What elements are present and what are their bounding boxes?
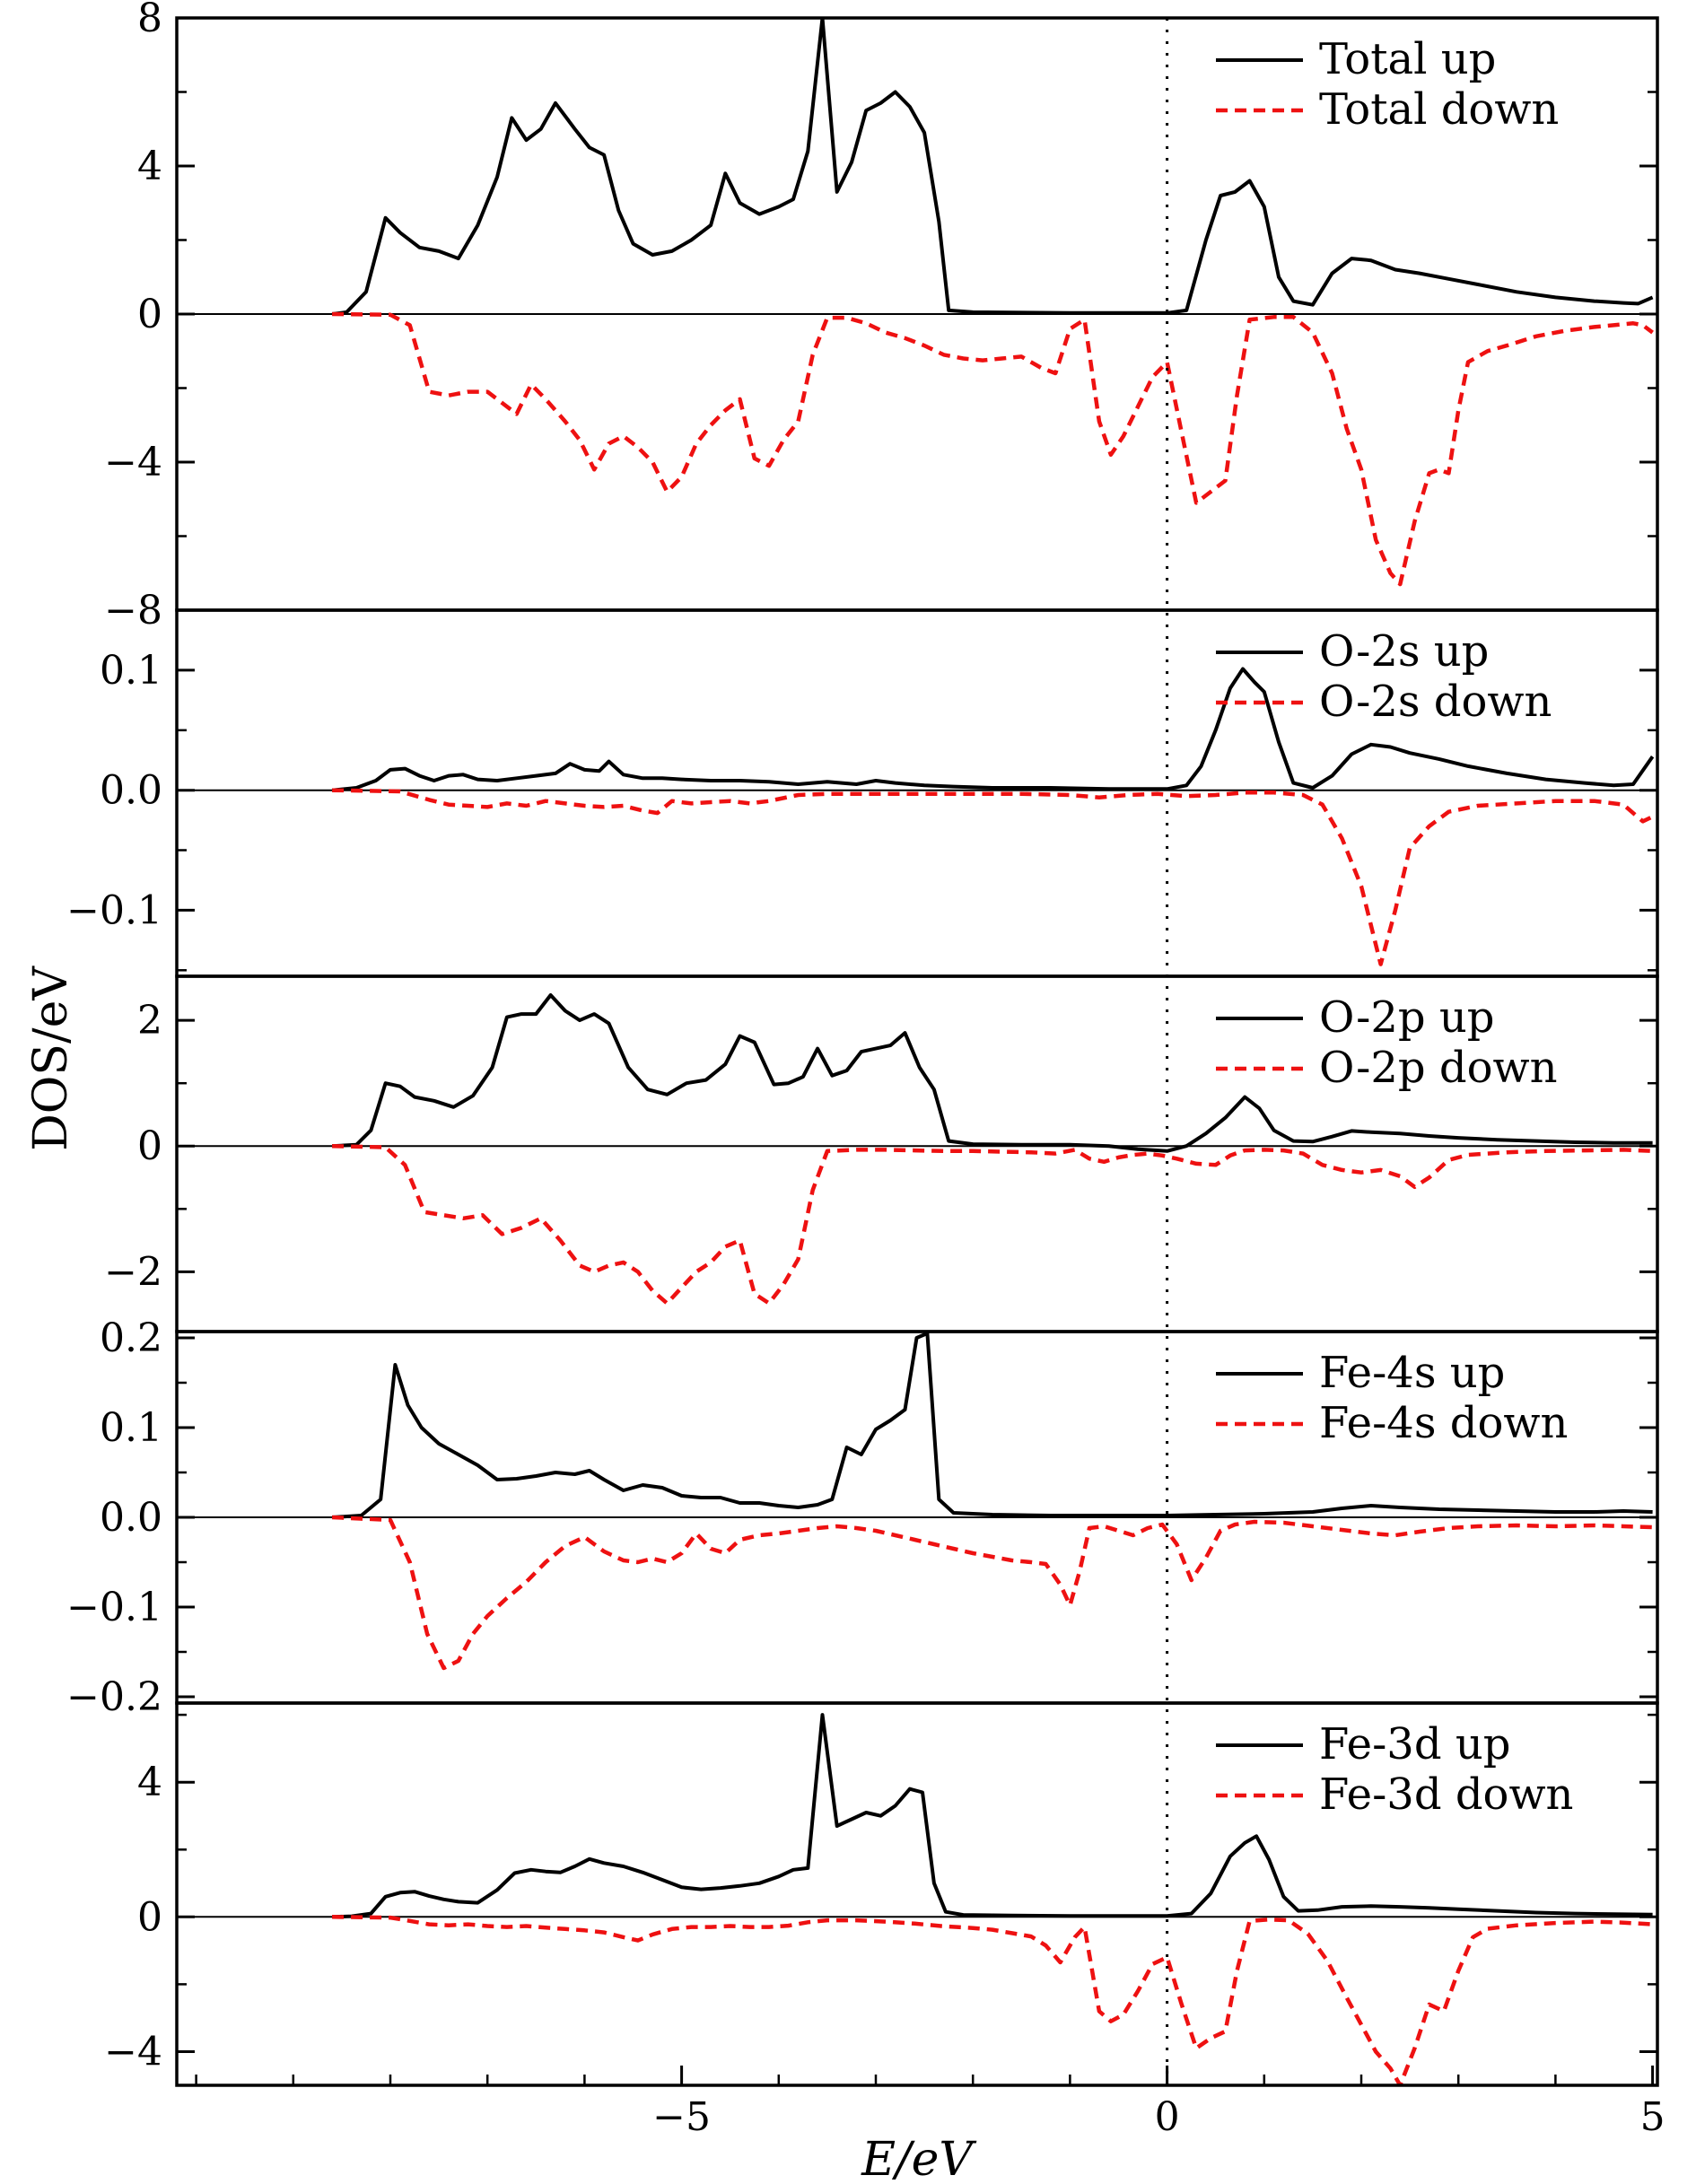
x-tick-label: −5 xyxy=(652,2094,711,2140)
y-tick-label: 0.2 xyxy=(100,1315,162,1361)
legend-label-fe4s-up: Fe-4s up xyxy=(1319,1348,1505,1398)
legend-label-fe3d-down: Fe-3d down xyxy=(1319,1769,1573,1820)
x-tick-label: 5 xyxy=(1640,2094,1665,2140)
legend-label-o2s-down: O-2s down xyxy=(1319,677,1552,727)
y-tick-label: −0.1 xyxy=(66,1585,162,1630)
curves-fe4s xyxy=(331,1332,1653,1671)
legend-label-fe4s-down: Fe-4s down xyxy=(1319,1398,1568,1448)
o-2s-down-curve xyxy=(332,788,1654,966)
x-axis-label: E/eV xyxy=(861,2133,976,2184)
y-tick-label: 0.1 xyxy=(100,648,162,694)
curves-total xyxy=(331,18,1654,587)
y-axis-label: DOS/eV xyxy=(24,965,78,1151)
fe-4s-up-curve xyxy=(331,1332,1653,1519)
legend-o2p: O-2p upO-2p down xyxy=(1216,992,1557,1093)
panel-o2p: 2 0 −2 O-2p upO-2p down xyxy=(104,974,1659,1333)
y-tick-label: 0.1 xyxy=(100,1405,162,1451)
total-up-curve xyxy=(331,18,1654,316)
curves-o2s xyxy=(331,667,1655,966)
o-2p-up-curve xyxy=(331,993,1653,1153)
y-tick-label: 0 xyxy=(137,1894,162,1940)
fe-3d-down-curve xyxy=(332,1915,1653,2085)
y-tick-label: 2 xyxy=(137,998,162,1044)
legend-label-total-down: Total down xyxy=(1319,84,1559,135)
y-tick-label: −2 xyxy=(104,1249,162,1295)
legend-label-o2p-up: O-2p up xyxy=(1319,992,1495,1043)
y-tick-label: 0 xyxy=(137,292,162,337)
fe-4s-down-curve xyxy=(331,1515,1653,1671)
total-down-curve xyxy=(332,311,1654,587)
y-tick-label: −0.1 xyxy=(66,887,162,933)
legend-label-fe3d-up: Fe-3d up xyxy=(1319,1719,1510,1769)
y-tick-label: 0.0 xyxy=(100,768,162,814)
y-tick-label: −4 xyxy=(104,440,162,485)
x-tick-label: 0 xyxy=(1155,2094,1180,2140)
curves-o2p xyxy=(331,993,1653,1306)
o-2s-up-curve xyxy=(331,667,1655,792)
legend-label-o2s-up: O-2s up xyxy=(1319,626,1489,677)
legend-o2s: O-2s upO-2s down xyxy=(1216,626,1552,727)
panel-o2s: 0.1 0.0 −0.1 O-2s upO-2s down xyxy=(66,608,1659,978)
y-tick-label: 8 xyxy=(137,0,162,41)
y-tick-label: −4 xyxy=(104,2030,162,2075)
y-tick-label: −8 xyxy=(104,588,162,633)
legend-label-o2p-down: O-2p down xyxy=(1319,1043,1557,1093)
o-2p-down-curve xyxy=(332,1143,1653,1306)
y-tick-label: 0 xyxy=(137,1123,162,1169)
y-tick-label: −0.2 xyxy=(66,1674,162,1720)
y-tick-label: 0.0 xyxy=(100,1495,162,1541)
curves-fe3d xyxy=(332,1713,1653,2085)
y-tick-label: 4 xyxy=(137,1760,162,1805)
y-tick-label: 4 xyxy=(137,144,162,189)
panel-frame xyxy=(175,1701,1659,2087)
fe-3d-up-curve xyxy=(332,1713,1653,1919)
legend-label-total-up: Total up xyxy=(1319,34,1496,84)
